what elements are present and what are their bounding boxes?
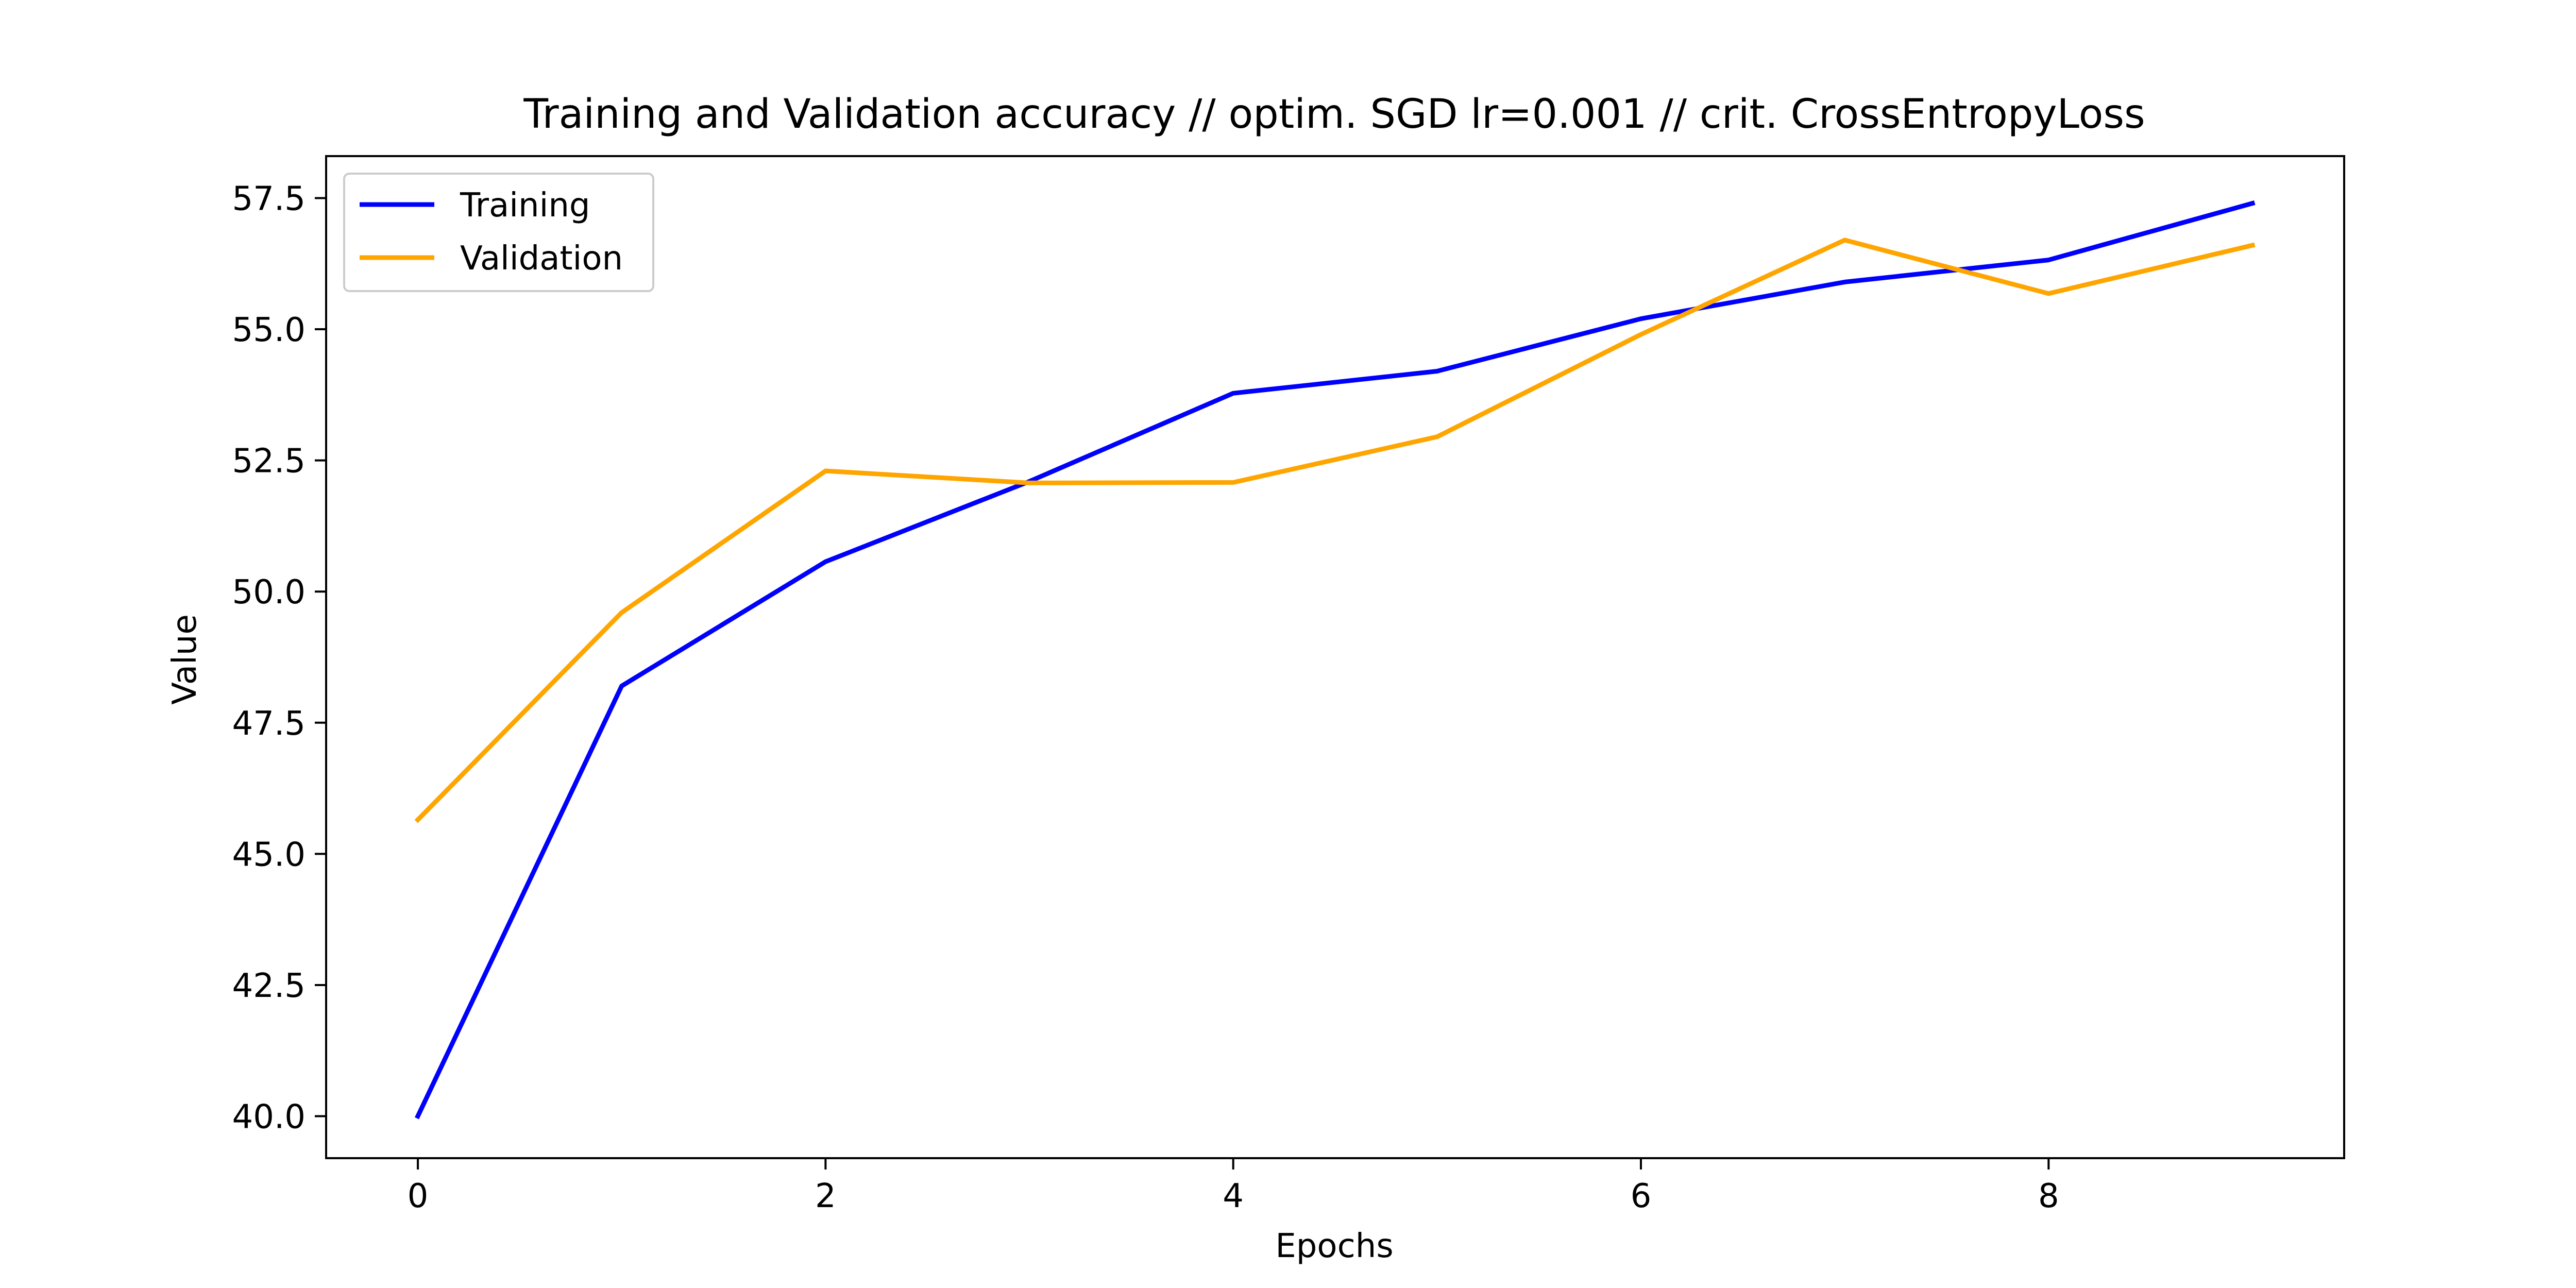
y-tick-label: 52.5 bbox=[232, 443, 306, 481]
y-tick-label: 40.0 bbox=[232, 1098, 306, 1137]
y-tick-label: 47.5 bbox=[232, 705, 306, 743]
x-tick-label: 8 bbox=[2038, 1177, 2059, 1215]
x-tick-label: 4 bbox=[1223, 1177, 1244, 1215]
chart-title: Training and Validation accuracy // opti… bbox=[523, 91, 2145, 138]
legend-label-training: Training bbox=[460, 187, 590, 225]
series-line-training bbox=[415, 200, 2256, 1120]
legend-label-validation: Validation bbox=[460, 240, 623, 278]
plot-frame bbox=[325, 155, 2345, 1159]
x-tick-label: 6 bbox=[1631, 1177, 1652, 1215]
y-tick-label: 50.0 bbox=[232, 573, 306, 612]
y-tick-label: 42.5 bbox=[232, 967, 306, 1005]
y-axis-label: Value bbox=[166, 614, 204, 705]
y-tick-label: 45.0 bbox=[232, 836, 306, 874]
plot-area: 0 2 4 6 8 40.0 42.5 45.0 47.5 50.0 52.5 55.0 57.5 Tra… bbox=[232, 155, 2345, 1215]
x-axis-label: Epochs bbox=[1275, 1227, 1393, 1265]
y-tick-label: 57.5 bbox=[232, 180, 306, 218]
x-tick-label: 2 bbox=[815, 1177, 836, 1215]
x-tick-label: 0 bbox=[408, 1177, 429, 1215]
y-tick-label: 55.0 bbox=[232, 311, 306, 349]
series-line-validation bbox=[414, 238, 2256, 823]
